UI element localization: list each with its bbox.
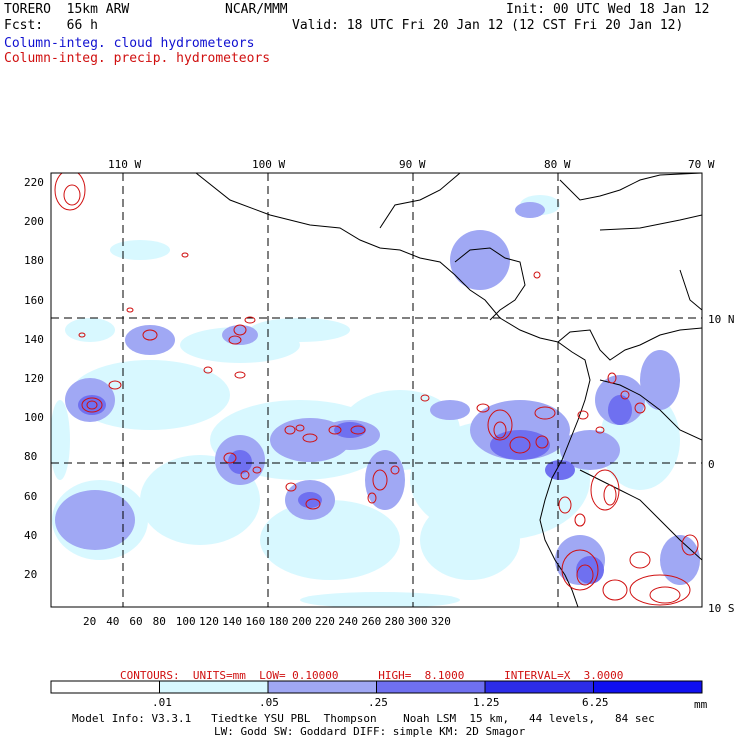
colorbar-label-625: 6.25: [582, 696, 609, 709]
x-tick-label: 40: [106, 615, 120, 628]
valid-time: Valid: 18 UTC Fri 20 Jan 12 (12 CST Fri …: [292, 18, 684, 33]
lat-label-0: 0: [708, 458, 715, 471]
y-tick-label: 80: [24, 450, 38, 464]
y-tick-label: 60: [24, 489, 38, 503]
x-tick-label: 180: [268, 615, 289, 628]
model-title: TORERO 15km ARW: [4, 2, 130, 17]
model-info-2: LW: Godd SW: Goddard DIFF: simple KM: 2D…: [214, 725, 526, 738]
init-time: Init: 00 UTC Wed 18 Jan 12: [506, 2, 710, 17]
y-tick-label: 40: [24, 528, 38, 542]
y-tick-label: 200: [24, 215, 44, 229]
y-tick-label: 20: [24, 568, 38, 581]
field-precip-label: Column-integ. precip. hydrometeors: [4, 51, 271, 66]
colorbar-label-001: .01: [152, 696, 172, 709]
x-tick-label: 280: [384, 615, 405, 628]
lon-label-90w: 90 W: [399, 158, 426, 171]
x-tick-label: 240: [338, 615, 359, 628]
x-tick-label: 160: [245, 615, 266, 628]
x-tick-label: 100: [175, 615, 196, 628]
model-info: Model Info: V3.3.1 Tiedtke YSU PBL Thomp…: [72, 712, 655, 725]
forecast-hour: Fcst: 66 h: [4, 18, 98, 33]
y-tick-label: 100: [24, 411, 44, 425]
colorbar-label-005: .05: [259, 696, 279, 709]
x-tick-label: 140: [222, 615, 243, 628]
y-tick-label: 140: [24, 332, 44, 346]
x-tick-label: 120: [199, 615, 219, 628]
y-tick-label: 180: [24, 254, 44, 268]
x-tick-label: 320: [431, 615, 451, 628]
contour-info: CONTOURS: UNITS=mm LOW= 0.10000 HIGH= 8.…: [120, 669, 624, 682]
y-tick-label: 220: [24, 176, 44, 189]
x-tick-label: 300: [407, 615, 428, 628]
x-tick-label: 260: [361, 615, 382, 628]
coastline: [195, 173, 702, 607]
lat-label-10s: 10 S: [708, 602, 735, 615]
colorbar: [50, 680, 703, 694]
colorbar-swatch: [593, 680, 703, 694]
precip-contours: [54, 173, 699, 606]
lon-label-110w: 110 W: [108, 158, 142, 171]
lon-label-70w: 70 W: [688, 158, 715, 171]
colorbar-label-125: 1.25: [473, 696, 500, 709]
y-tick-label: 160: [24, 293, 44, 307]
x-tick-label: 220: [315, 615, 335, 628]
colorbar-unit: mm: [694, 698, 708, 711]
y-tick-label: 120: [24, 372, 44, 385]
grid-lines: [51, 173, 702, 607]
x-tick-label: 200: [291, 615, 312, 628]
x-tick-label: 60: [129, 615, 143, 628]
plot-frame: [50, 172, 703, 608]
lon-label-100w: 100 W: [252, 158, 286, 171]
x-tick-label: 20: [83, 615, 97, 628]
field-cloud-label: Column-integ. cloud hydrometeors: [4, 36, 255, 51]
x-tick-label: 80: [152, 615, 166, 628]
lon-label-80w: 80 W: [544, 158, 571, 171]
org-label: NCAR/MMM: [225, 2, 288, 17]
colorbar-label-025: .25: [368, 696, 388, 709]
lat-label-10n: 10 N: [708, 313, 735, 326]
